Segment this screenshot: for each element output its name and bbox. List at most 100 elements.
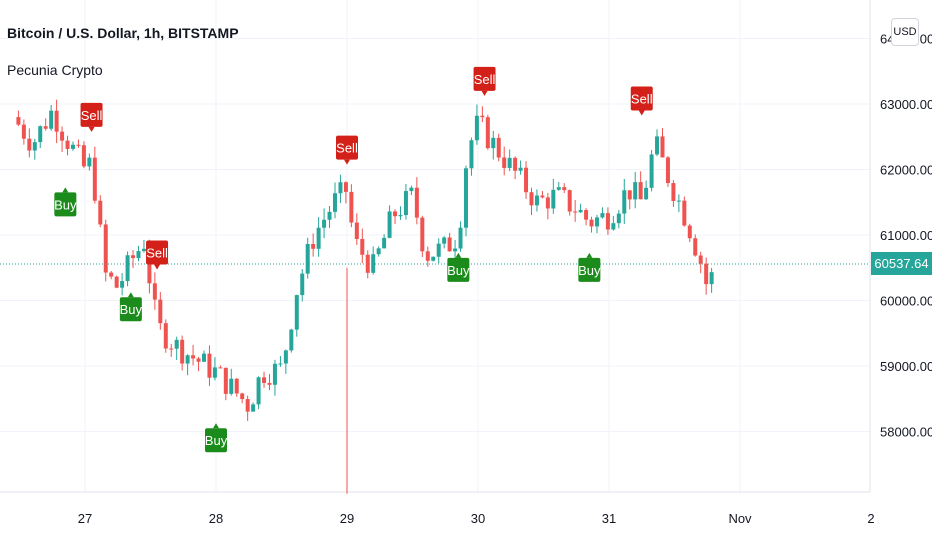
candle-down [687,225,692,239]
candle-up [594,217,599,227]
candle-up [256,377,261,405]
candle-up [141,248,146,252]
buy-signal: Buy [447,252,470,282]
candle-down [693,238,698,256]
buy-signal-box [578,257,601,282]
candle-down [665,157,670,184]
candle-down [81,145,86,167]
candle-up [371,254,376,273]
time-axis[interactable]: 27 28 29 30 31 Nov 2 [78,511,875,526]
candle-up [316,227,321,249]
candle-up [442,237,447,244]
buy-signal-label: Buy [120,302,143,317]
candle-down [393,211,398,217]
candle-down [354,222,359,240]
candle-down [311,243,316,249]
candle-up [327,211,332,220]
candle-down [447,237,452,252]
candle-up [507,157,512,168]
candle-down [627,190,632,200]
candle-down [584,210,589,220]
candle-down [234,378,239,394]
sell-signal-label: Sell [336,141,358,156]
candle-down [513,157,518,171]
candle-up [201,353,206,362]
chart-title: Bitcoin / U.S. Dollar, 1h, BITSTAMP [7,25,239,41]
candle-down [98,200,103,225]
candle-down [605,213,610,230]
candle-down [60,131,65,141]
candle-up [338,182,343,194]
candle-up [633,182,638,200]
sell-signal-box [336,135,358,160]
candle-up [382,237,387,249]
indicator-name[interactable]: Pecunia Crypto [7,62,103,78]
buy-signal-pointer [213,423,219,429]
candle-down [485,117,490,149]
candle-down [480,115,485,118]
candle-down [540,195,545,198]
candle-up [649,154,654,188]
candle-down [21,124,26,139]
candle-up [709,272,714,285]
candle-up [32,142,37,151]
candle-up [578,210,583,213]
candle-down [131,255,136,259]
buy-signal-label: Buy [578,263,601,278]
candle-up [644,187,649,200]
candle-down [660,136,665,158]
price-axis[interactable]: 58000.00 59000.00 60000.00 61000.00 62000.00… [880,32,932,440]
sell-signal-label: Sell [146,245,168,260]
candle-down [267,382,272,385]
price-tick-label: 60000.00 [880,294,932,309]
candle-up [251,404,256,412]
signal-markers: Sell Buy Buy Sell Buy Sell Buy Sell Buy Sell [54,66,653,453]
candle-up [38,126,43,143]
buy-signal-box [447,257,470,282]
candlestick-series [16,99,714,494]
candle-up [458,227,463,249]
candle-down [147,248,152,284]
sell-signal-box [80,102,103,127]
candle-down [180,339,185,364]
buy-signal: Buy [578,252,601,282]
candle-up [491,137,496,149]
candle-down [163,323,168,349]
sell-signal: Sell [80,102,103,132]
buy-signal-label: Buy [205,433,228,448]
candle-up [185,355,190,364]
candle-up [409,187,414,192]
candle-down [343,182,348,192]
last-price-tag: 60537.64 [871,252,932,275]
buy-signal: Buy [120,292,143,322]
candle-up [453,248,458,252]
candle-down [240,393,245,400]
candle-down [496,137,501,158]
candle-up [556,187,561,190]
candle-down [545,197,550,209]
candle-up [403,191,408,216]
candle-up [174,339,179,349]
candle-up [600,213,605,218]
candle-down [365,254,370,273]
candle-up [622,190,627,214]
buy-signal-label: Buy [54,197,77,212]
candle-up [289,329,294,351]
candle-down [218,367,223,369]
candle-up [305,243,310,274]
candle-down [43,126,48,129]
candle-up [278,363,283,365]
candle-down [529,192,534,206]
candle-up [534,195,539,206]
sell-signal-pointer [638,110,645,116]
time-tick-label: Nov [728,511,752,526]
candle-down [349,191,354,223]
currency-button[interactable]: USD [891,18,919,46]
candle-down [671,183,676,201]
candle-up [332,193,337,212]
candle-up [300,273,305,296]
candle-down [109,272,114,277]
candle-up [398,215,403,217]
candle-up [518,167,523,171]
